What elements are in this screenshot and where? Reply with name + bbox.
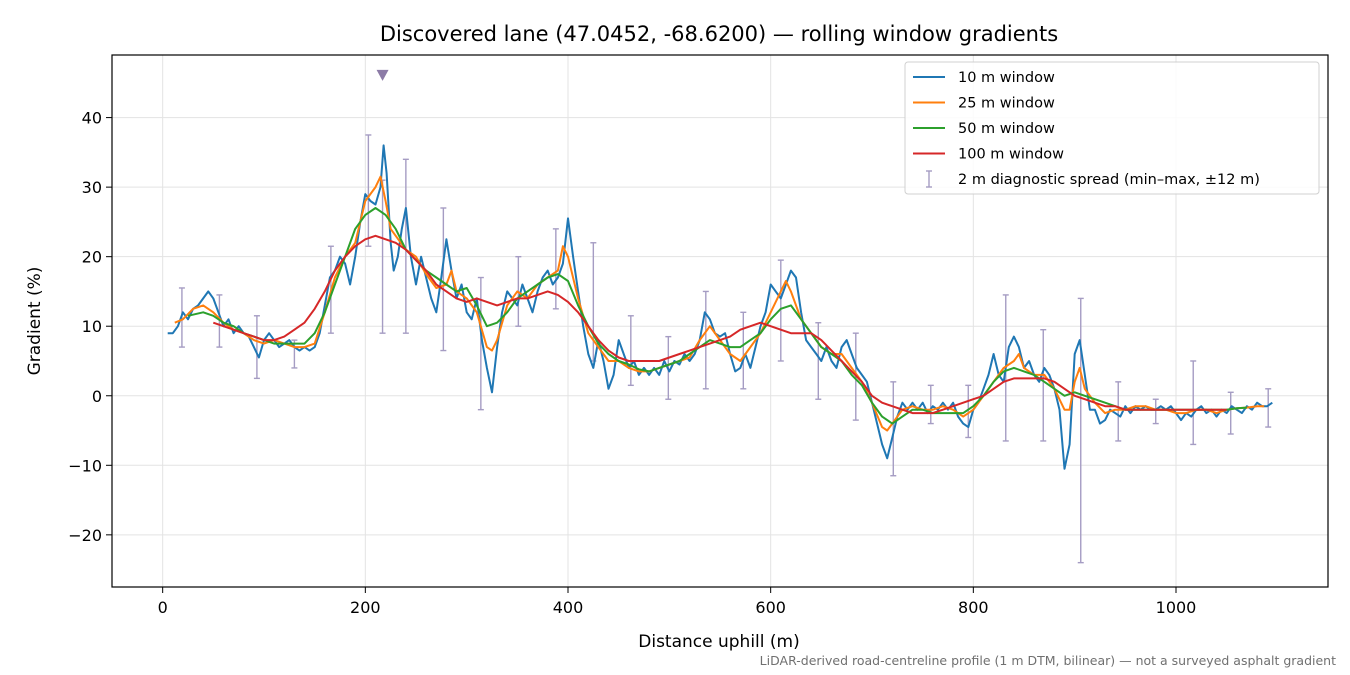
marker-group — [376, 69, 389, 81]
chart-footnote: LiDAR-derived road-centreline profile (1… — [760, 653, 1336, 668]
errorbar — [1190, 360, 1197, 446]
chart-title: Discovered lane (47.0452, -68.6200) — ro… — [380, 22, 1058, 46]
series-group — [167, 144, 1273, 470]
y-tick-label: 40 — [82, 109, 102, 128]
x-tick-label: 1000 — [1156, 598, 1197, 617]
errorbar — [702, 290, 709, 390]
legend-label: 50 m window — [958, 121, 1055, 137]
legend-label: 25 m window — [958, 96, 1055, 112]
y-tick-label: 0 — [92, 387, 102, 406]
errorbar — [253, 315, 260, 380]
y-tick-label: 30 — [82, 178, 102, 197]
errorbar — [1227, 391, 1234, 435]
y-axis-ticks: −20 −10 0 10 20 30 40 — [68, 109, 112, 545]
legend: 10 m window 25 m window 50 m window 100 m w… — [904, 61, 1320, 195]
legend-item: 25 m window — [913, 96, 1055, 112]
x-tick-label: 400 — [553, 598, 584, 617]
y-tick-label: 20 — [82, 248, 102, 267]
y-axis-label: Gradient (%) — [25, 267, 45, 376]
errorbar — [1040, 328, 1047, 442]
plot-frame — [111, 54, 1329, 588]
peak-marker — [376, 69, 389, 81]
y-tick-label: 10 — [82, 317, 102, 336]
errorbar — [365, 134, 372, 247]
errorbar — [965, 384, 972, 439]
legend-label: 2 m diagnostic spread (min–max, ±12 m) — [958, 172, 1260, 188]
x-axis-ticks: 0 200 400 600 800 1000 — [158, 587, 1197, 617]
errorbar — [740, 311, 747, 390]
grid-lines — [112, 55, 1328, 587]
x-tick-label: 0 — [158, 598, 168, 617]
errorbar — [815, 322, 822, 400]
errorbar — [627, 315, 634, 387]
x-tick-label: 800 — [958, 598, 989, 617]
errorbar — [927, 384, 934, 425]
legend-box — [904, 61, 1320, 195]
errorbar — [552, 228, 559, 310]
x-tick-label: 200 — [350, 598, 381, 617]
y-tick-label: −20 — [68, 526, 102, 545]
legend-item: 50 m window — [913, 121, 1055, 137]
x-axis-label: Distance uphill (m) — [638, 632, 799, 652]
errorbar — [777, 259, 784, 362]
y-tick-label: −10 — [68, 456, 102, 475]
errorbar — [440, 207, 447, 352]
errorbar — [1115, 381, 1122, 442]
errorbar — [402, 158, 409, 334]
errorbar — [291, 339, 298, 369]
x-tick-label: 600 — [755, 598, 786, 617]
errorbar — [1152, 398, 1159, 425]
errorbar — [1265, 388, 1272, 428]
errorbar — [890, 381, 897, 477]
legend-item: 2 m diagnostic spread (min–max, ±12 m) — [926, 170, 1260, 188]
legend-label: 100 m window — [958, 147, 1064, 163]
legend-item: 100 m window — [913, 147, 1064, 163]
legend-label: 10 m window — [958, 70, 1055, 86]
legend-item: 10 m window — [913, 70, 1055, 86]
series-line-100m — [212, 234, 1227, 415]
errorbar-group — [178, 134, 1272, 564]
